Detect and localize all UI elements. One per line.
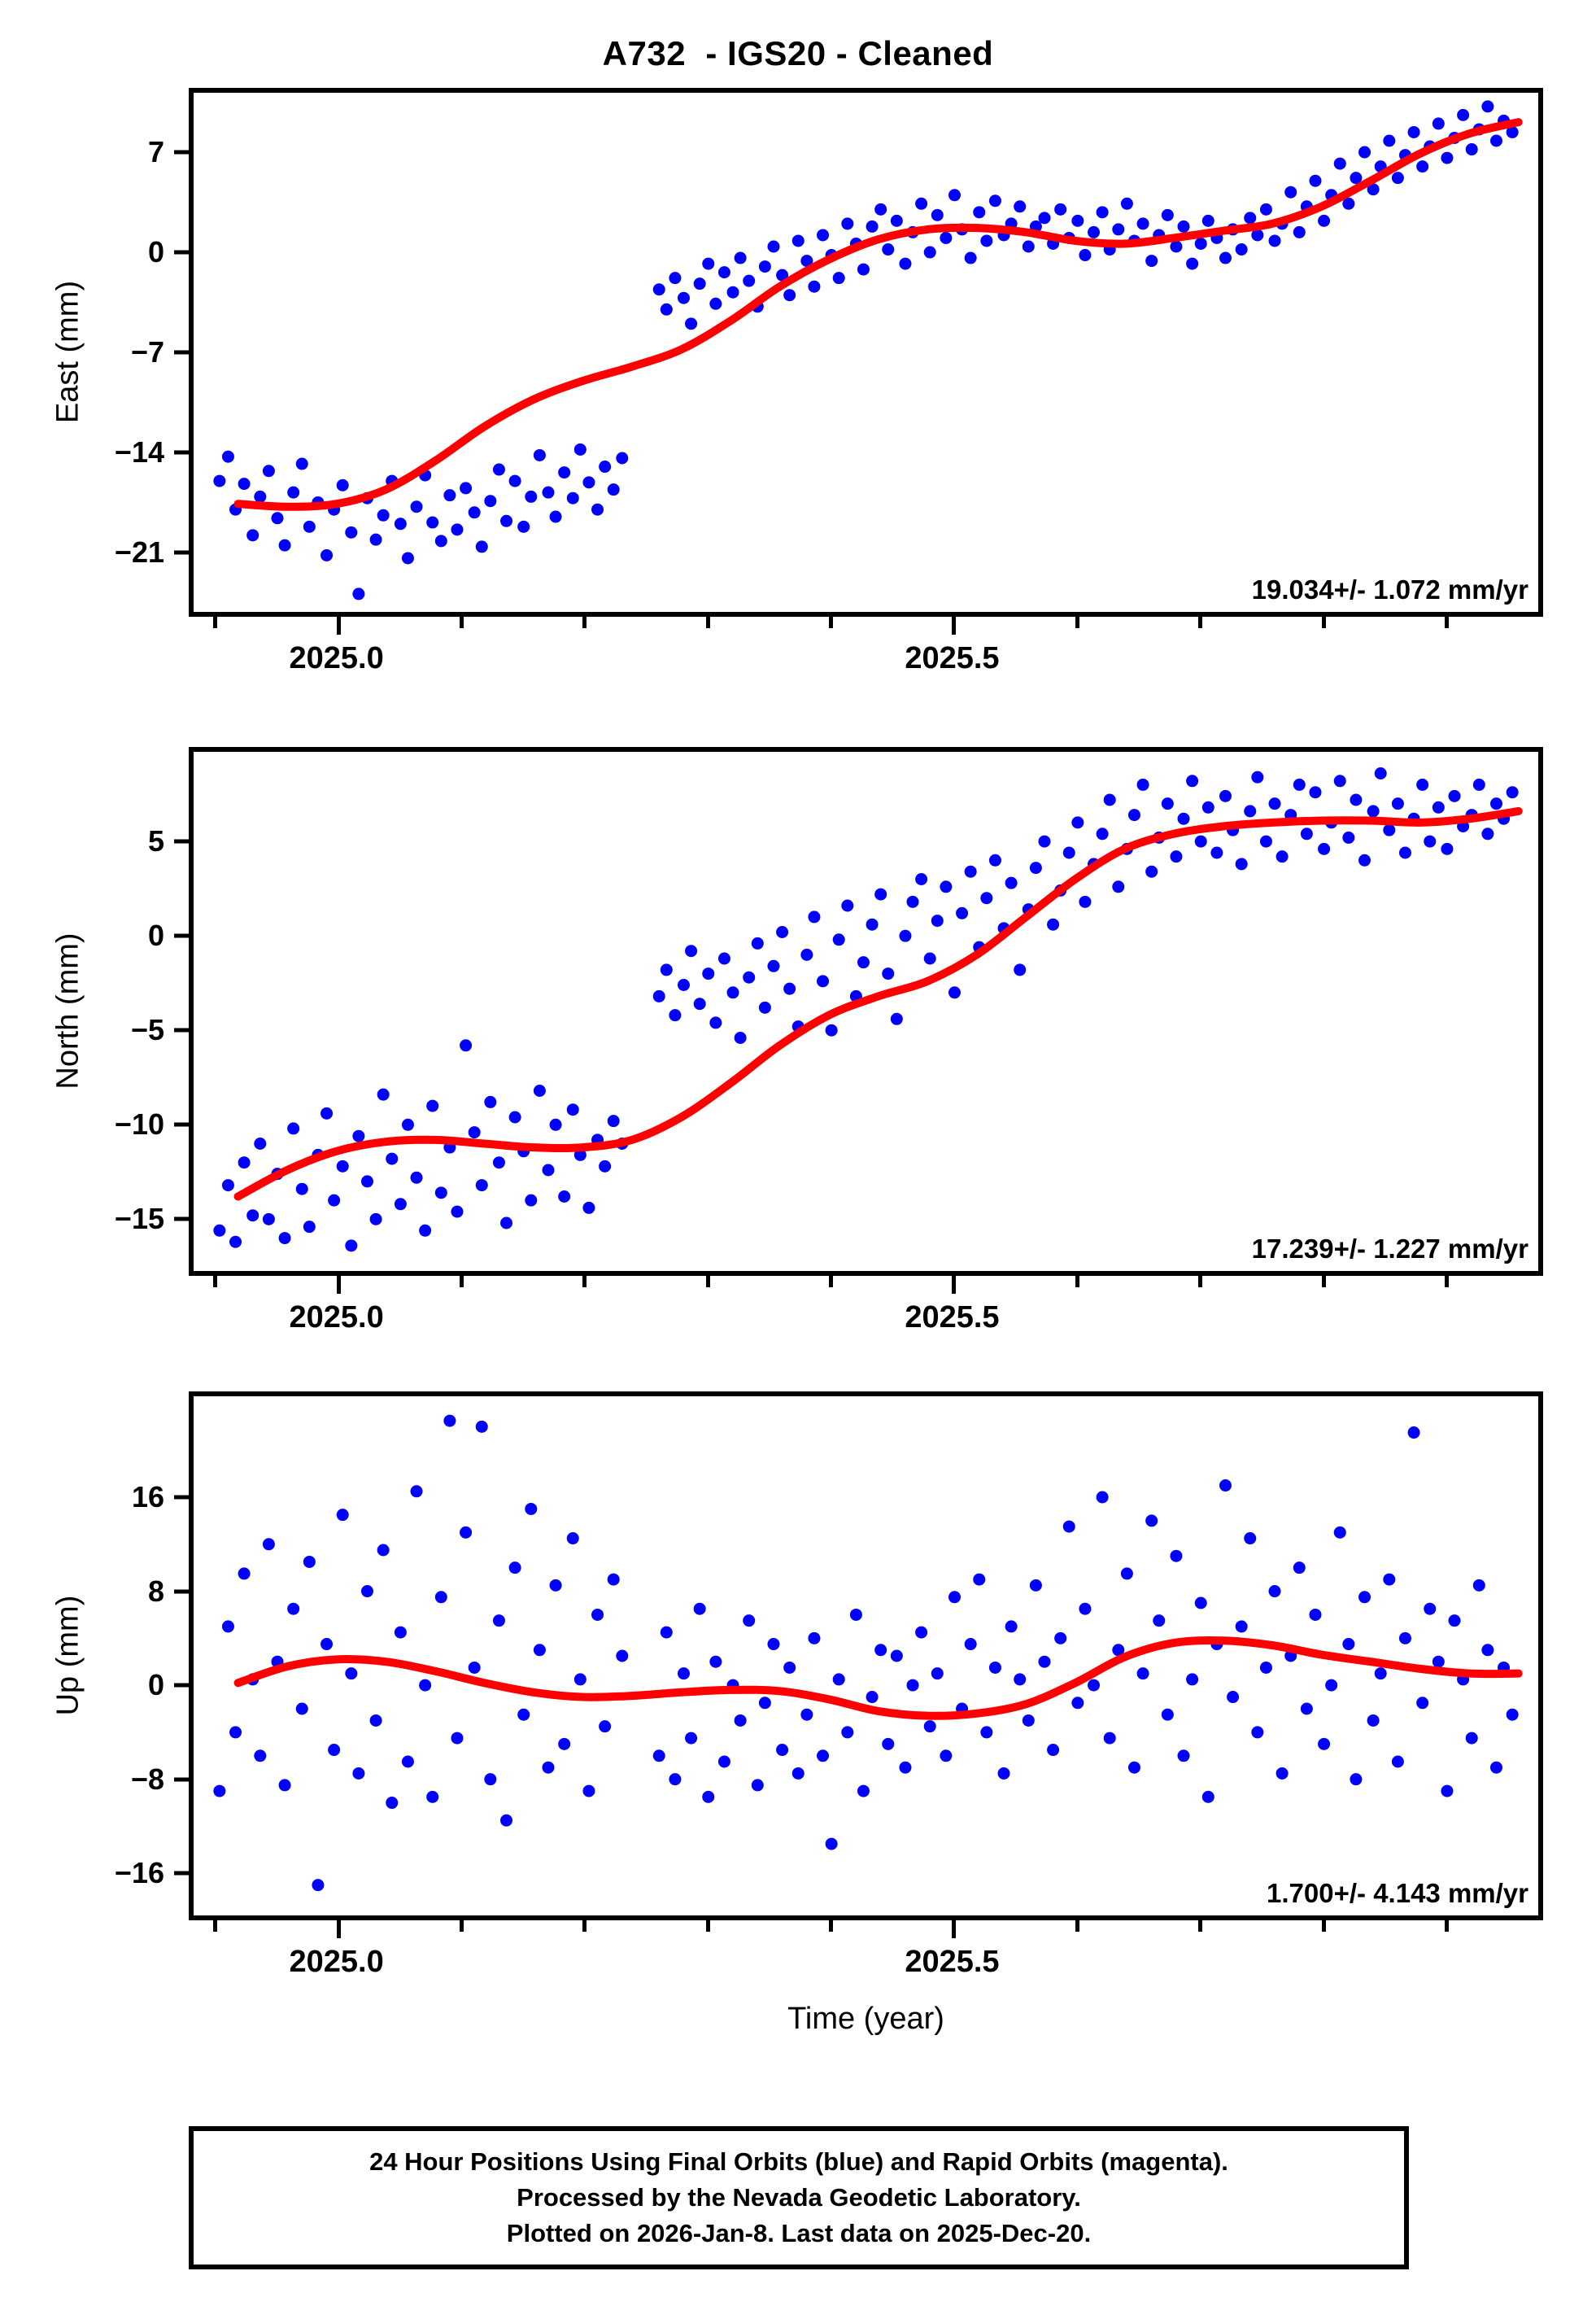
xtick-mark-minor: [705, 1920, 710, 1932]
xtick-mark-minor: [829, 1276, 834, 1287]
ytick-label: −14: [114, 435, 164, 469]
ytick-label: 0: [147, 235, 164, 269]
caption-box: 24 Hour Positions Using Final Orbits (bl…: [189, 2126, 1409, 2269]
x-axis-title: Time (year): [787, 2002, 944, 2036]
scatter-points-east: [213, 100, 1519, 601]
ytick-mark: [174, 839, 189, 844]
xtick-mark-minor: [1075, 617, 1079, 628]
ytick-label: −8: [130, 1762, 164, 1796]
ytick-label: 7: [147, 135, 164, 169]
xtick-mark-minor: [582, 1276, 587, 1287]
xtick-mark-minor: [705, 617, 710, 628]
ytick-label: 16: [131, 1480, 164, 1513]
ytick-label: 8: [147, 1574, 164, 1608]
ytick-mark: [174, 1495, 189, 1500]
ytick-label: −21: [114, 535, 164, 569]
xtick-label: 2025.5: [905, 641, 1000, 675]
xtick-mark-minor: [1075, 1920, 1079, 1932]
xtick-mark-minor: [829, 617, 834, 628]
ytick-mark: [174, 1028, 189, 1033]
xtick-mark-major: [952, 1920, 957, 1938]
xtick-mark-minor: [1321, 1920, 1326, 1932]
y-axis-title-east: East (mm): [50, 280, 85, 424]
xtick-mark-minor: [213, 1276, 218, 1287]
scatter-points-north: [213, 767, 1519, 1252]
ytick-label: −15: [114, 1202, 164, 1236]
xtick-label: 2025.0: [289, 1945, 384, 1979]
scatter-points-up: [213, 1414, 1519, 1892]
xtick-mark-major: [952, 1276, 957, 1294]
plot-frame-north: [189, 747, 1543, 1276]
ytick-label: 0: [147, 919, 164, 953]
xtick-mark-minor: [1198, 1920, 1203, 1932]
xtick-mark-major: [336, 1920, 341, 1938]
ytick-mark: [174, 1871, 189, 1876]
rate-label-east: 19.034+/- 1.072 mm/yr: [1251, 574, 1528, 605]
ytick-mark: [174, 350, 189, 355]
xtick-mark-minor: [1321, 617, 1326, 628]
trend-line-up: [233, 1636, 1523, 1720]
xtick-label: 2025.0: [289, 641, 384, 675]
y-axis-title-north: North (mm): [50, 932, 85, 1090]
ytick-label: −7: [130, 335, 164, 369]
ytick-mark: [174, 933, 189, 938]
ytick-mark: [174, 1683, 189, 1688]
xtick-mark-major: [336, 617, 341, 635]
ytick-label: −5: [130, 1013, 164, 1047]
ytick-mark: [174, 1122, 189, 1127]
ytick-label: −10: [114, 1107, 164, 1142]
trend-line-north: [233, 806, 1523, 1201]
xtick-mark-minor: [1444, 617, 1449, 628]
xtick-mark-minor: [1198, 617, 1203, 628]
xtick-mark-minor: [1198, 1276, 1203, 1287]
ytick-mark: [174, 550, 189, 555]
rate-label-up: 1.700+/- 4.143 mm/yr: [1267, 1878, 1528, 1908]
xtick-mark-minor: [460, 1276, 464, 1287]
xtick-mark-minor: [1444, 1920, 1449, 1932]
rate-label-north: 17.239+/- 1.227 mm/yr: [1251, 1234, 1528, 1264]
ytick-label: 0: [147, 1668, 164, 1702]
caption-line-2: Processed by the Nevada Geodetic Laborat…: [517, 2182, 1081, 2212]
xtick-mark-minor: [1321, 1276, 1326, 1287]
caption-line-1: 24 Hour Positions Using Final Orbits (bl…: [369, 2147, 1228, 2176]
panel-north: 5 0 −5 −10 −15 2025.0 2025.5 North (mm) 17.239+/…: [51, 747, 1543, 1334]
ytick-label: 5: [147, 824, 164, 858]
xtick-mark-major: [336, 1276, 341, 1294]
panel-up: 16 8 0 −8 −16 2025.0 2025.5 Up (mm) 1.700+/- 4.1…: [51, 1391, 1543, 2036]
xtick-mark-major: [952, 617, 957, 635]
y-axis-title-up: Up (mm): [50, 1595, 85, 1716]
xtick-label: 2025.0: [289, 1300, 384, 1334]
data-layer-up: [213, 1414, 1523, 1892]
xtick-mark-minor: [582, 1920, 587, 1932]
ytick-mark: [174, 150, 189, 155]
ytick-label: −16: [114, 1856, 164, 1890]
xtick-label: 2025.5: [905, 1945, 1000, 1979]
xtick-label: 2025.5: [905, 1300, 1000, 1334]
xtick-mark-minor: [582, 617, 587, 628]
ytick-mark: [174, 450, 189, 455]
xtick-mark-minor: [829, 1920, 834, 1932]
ytick-mark: [174, 250, 189, 255]
ytick-mark: [174, 1589, 189, 1594]
page-title: A732 - IGS20 - Cleaned: [602, 34, 994, 72]
caption-line-3: Plotted on 2026-Jan-8. Last data on 2025…: [506, 2219, 1092, 2247]
xtick-mark-minor: [1444, 1276, 1449, 1287]
xtick-mark-minor: [460, 617, 464, 628]
xtick-mark-minor: [213, 617, 218, 628]
trend-line-east: [233, 118, 1523, 511]
data-layer-east: [213, 100, 1523, 601]
data-layer-north: [213, 767, 1523, 1252]
ytick-mark: [174, 1216, 189, 1221]
xtick-mark-minor: [1075, 1276, 1079, 1287]
xtick-mark-minor: [705, 1276, 710, 1287]
ytick-mark: [174, 1777, 189, 1782]
xtick-mark-minor: [460, 1920, 464, 1932]
xtick-mark-minor: [213, 1920, 218, 1932]
panel-east: 7 0 −7 −14 −21 2025.0 2025.5 East (mm) 19.034+/-…: [51, 88, 1543, 675]
